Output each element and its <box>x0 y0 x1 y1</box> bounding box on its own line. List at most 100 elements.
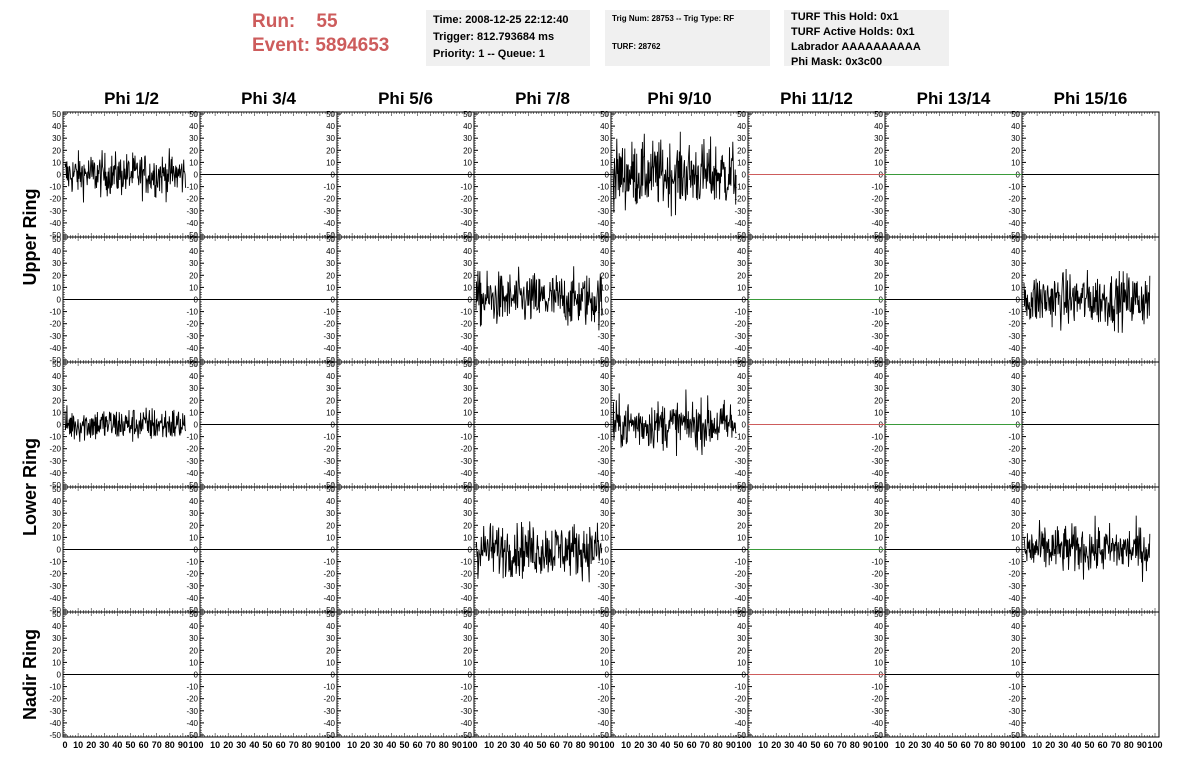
y-tick-label: 50 <box>1011 235 1020 244</box>
y-tick-label: 40 <box>737 122 746 131</box>
y-tick-label: -20 <box>186 195 198 204</box>
y-tick-label: 40 <box>737 372 746 381</box>
y-tick-label: -40 <box>460 219 472 228</box>
y-tick-label: -10 <box>186 558 198 567</box>
y-tick-label: 40 <box>874 372 883 381</box>
y-tick-label: -10 <box>734 183 746 192</box>
y-tick-label: 50 <box>463 360 472 369</box>
y-tick-label: 50 <box>600 235 609 244</box>
y-tick-label: -30 <box>597 207 609 216</box>
turf-this-hold-text: TURF This Hold: 0x1 <box>791 10 949 25</box>
y-tick-label: -50 <box>460 231 472 240</box>
y-tick-label: 10 <box>326 533 335 542</box>
y-tick-label: -10 <box>1008 433 1020 442</box>
y-tick-label: -10 <box>1008 183 1020 192</box>
y-tick-label: 0 <box>57 296 62 305</box>
y-tick-label: -30 <box>49 207 61 216</box>
y-tick-label: -40 <box>323 594 335 603</box>
y-tick-label: -40 <box>186 594 198 603</box>
y-tick-label: -40 <box>1008 344 1020 353</box>
y-tick-label: 20 <box>600 146 609 155</box>
y-tick-label: 50 <box>874 235 883 244</box>
y-tick-label: -40 <box>871 219 883 228</box>
y-tick-label: 40 <box>1011 122 1020 131</box>
y-tick-label: 30 <box>189 384 198 393</box>
y-tick-label: 40 <box>600 497 609 506</box>
y-tick-label: 40 <box>326 122 335 131</box>
y-tick-label: -10 <box>1008 308 1020 317</box>
run-label: Run: <box>252 11 295 32</box>
y-tick-label: 50 <box>463 485 472 494</box>
y-tick-label: 20 <box>189 271 198 280</box>
y-tick-label: 20 <box>600 521 609 530</box>
y-tick-label: 10 <box>326 158 335 167</box>
y-tick-label: -40 <box>460 344 472 353</box>
y-tick-label: -10 <box>597 308 609 317</box>
row-label-nadir-ring: Nadir Ring <box>20 629 40 720</box>
y-tick-label: 50 <box>326 360 335 369</box>
y-tick-label: 30 <box>874 384 883 393</box>
y-tick-label: 30 <box>1011 384 1020 393</box>
y-tick-label: 40 <box>52 372 61 381</box>
y-tick-label: -20 <box>49 320 61 329</box>
y-tick-label: -40 <box>186 469 198 478</box>
y-tick-label: 40 <box>463 372 472 381</box>
y-tick-label: -10 <box>323 433 335 442</box>
y-tick-label: 50 <box>737 235 746 244</box>
y-tick-label: -20 <box>186 570 198 579</box>
y-tick-label: 10 <box>463 283 472 292</box>
y-tick-label: -50 <box>323 606 335 615</box>
y-tick-label: 30 <box>600 384 609 393</box>
y-tick-label: -50 <box>871 481 883 490</box>
y-tick-label: 20 <box>189 146 198 155</box>
y-tick-label: 30 <box>463 384 472 393</box>
y-tick-label: 20 <box>326 521 335 530</box>
y-tick-label: 10 <box>1011 283 1020 292</box>
y-tick-label: 0 <box>194 171 199 180</box>
y-tick-label: 20 <box>52 146 61 155</box>
y-tick-label: -40 <box>734 469 746 478</box>
y-tick-label: -30 <box>323 207 335 216</box>
y-tick-label: 30 <box>600 134 609 143</box>
y-tick-label: -20 <box>734 445 746 454</box>
y-tick-label: -10 <box>323 183 335 192</box>
y-tick-label: -20 <box>460 320 472 329</box>
y-tick-label: -20 <box>323 570 335 579</box>
y-tick-label: 10 <box>600 283 609 292</box>
column-header-2: Phi 3/4 <box>241 89 296 108</box>
y-tick-label: -10 <box>186 308 198 317</box>
y-tick-label: -40 <box>871 469 883 478</box>
y-tick-label: 40 <box>1011 372 1020 381</box>
y-tick-label: 40 <box>463 122 472 131</box>
time-text: Time: 2008-12-25 22:12:40 <box>433 12 590 29</box>
column-header-4: Phi 7/8 <box>515 89 570 108</box>
y-tick-label: 10 <box>52 533 61 542</box>
y-tick-label: 30 <box>600 509 609 518</box>
y-tick-label: 40 <box>600 122 609 131</box>
y-tick-label: -10 <box>460 308 472 317</box>
y-tick-label: -30 <box>597 582 609 591</box>
y-tick-label: -40 <box>49 219 61 228</box>
y-tick-label: -10 <box>323 558 335 567</box>
y-tick-label: 20 <box>737 146 746 155</box>
y-tick-label: 40 <box>189 122 198 131</box>
y-tick-label: 50 <box>189 110 198 119</box>
y-tick-label: 30 <box>326 134 335 143</box>
y-tick-label: 50 <box>737 110 746 119</box>
y-tick-label: 30 <box>52 384 61 393</box>
run-value: 55 <box>316 11 337 32</box>
trig-num-text: Trig Num: 28753 -- Trig Type: RF <box>612 12 770 26</box>
row-label-lower-ring: Lower Ring <box>20 438 40 536</box>
y-tick-label: 10 <box>1011 408 1020 417</box>
y-tick-label: 50 <box>189 235 198 244</box>
trigger-info-box: Trig Num: 28753 -- Trig Type: RF TURF: 2… <box>605 10 770 66</box>
y-tick-label: 10 <box>874 158 883 167</box>
y-tick-label: 40 <box>52 497 61 506</box>
y-tick-label: -40 <box>186 344 198 353</box>
y-tick-label: -50 <box>734 356 746 365</box>
y-tick-label: 10 <box>52 408 61 417</box>
y-tick-label: 10 <box>737 158 746 167</box>
y-tick-label: 50 <box>874 110 883 119</box>
y-tick-label: -10 <box>49 433 61 442</box>
